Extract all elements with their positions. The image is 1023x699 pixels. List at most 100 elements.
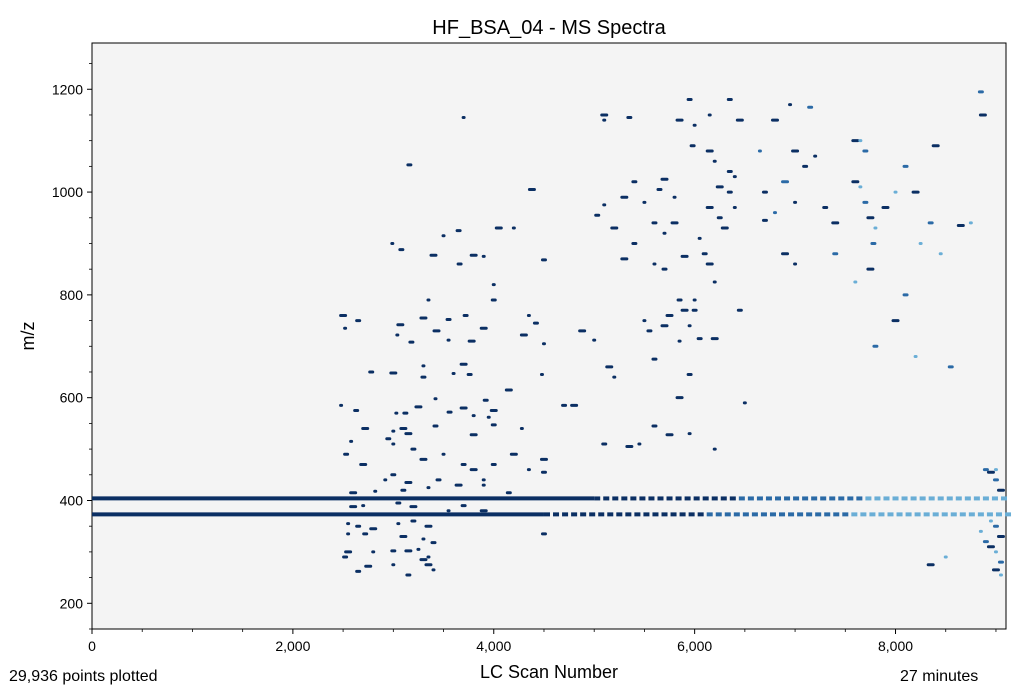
data-point [670,221,679,225]
data-point [793,200,798,204]
data-point [454,483,463,487]
data-point [605,365,614,369]
data-point [807,105,814,109]
data-point [594,213,601,217]
data-point [802,164,809,168]
data-point [355,569,362,573]
data-point [991,568,1000,572]
data-point [705,149,714,153]
data-point [430,541,437,545]
data-point [511,226,516,230]
data-point [355,524,362,528]
data-point [398,248,405,252]
data-point [822,205,829,209]
data-point [726,190,733,194]
data-point [697,236,702,240]
y-tick-label: 600 [60,390,84,406]
data-point [926,563,935,567]
data-point [788,103,793,107]
data-point [986,545,995,549]
data-point [409,505,418,509]
data-point [665,433,674,437]
data-point [732,205,737,209]
data-point [416,547,421,551]
data-point [419,558,428,562]
data-point [479,509,488,513]
data-point [419,457,428,461]
data-point [349,491,358,495]
y-tick-label: 1200 [52,81,83,97]
data-point [986,470,995,474]
data-point [455,229,462,233]
data-point [486,415,491,419]
y-axis: 200 400 600 800 1000 1200 [52,63,92,630]
plot-area [91,42,1007,630]
data-point [602,118,607,122]
data-point [968,221,973,225]
data-point [982,540,989,544]
x-tick-label: 4,000 [476,638,511,654]
data-point [353,409,360,413]
data-point [832,252,839,256]
points-plotted-count: 29,936 points plotted [9,668,158,685]
data-point [813,154,818,158]
data-point [410,447,417,451]
data-point [642,200,647,204]
data-point [675,118,684,122]
data-point [395,333,400,337]
data-point [491,283,496,287]
data-point [646,329,653,333]
data-point [992,524,999,528]
data-point [383,478,388,482]
data-point [578,329,587,333]
data-point [992,478,999,482]
data-point [872,344,879,348]
data-point [539,373,544,377]
data-point [364,564,373,568]
data-point [541,342,546,346]
data-point [660,177,669,181]
data-point [391,442,396,446]
data-point [712,159,717,163]
data-point [656,188,663,191]
data-point [404,549,413,553]
data-point [651,424,658,428]
data-point [402,411,409,415]
data-point [426,298,431,302]
data-point [676,298,683,302]
data-point [947,365,954,369]
x-axis-label: LC Scan Number [480,662,618,682]
data-point [344,550,353,554]
data-point [481,483,486,487]
data-point [446,410,453,414]
data-point [460,504,467,508]
data-point [346,522,351,526]
data-point [421,364,426,368]
data-point [451,372,456,376]
data-point [419,316,428,320]
data-point [433,397,438,401]
data-point [479,326,488,330]
data-point [956,223,965,227]
data-point [712,280,717,284]
data-point [791,149,800,153]
data-point [637,442,642,446]
data-point [732,175,737,179]
data-point [902,293,909,297]
data-point [716,216,723,220]
data-point [519,333,528,337]
data-point [742,401,747,405]
data-point [441,234,446,238]
data-point [672,195,677,199]
data-point [490,423,497,427]
data-point [726,170,733,174]
data-point [651,357,658,361]
data-point [424,563,433,567]
data-point [862,149,869,153]
data-point [625,445,634,449]
data-point [431,568,436,572]
data-point [943,555,948,559]
data-point [390,473,397,477]
data-point [456,262,463,266]
